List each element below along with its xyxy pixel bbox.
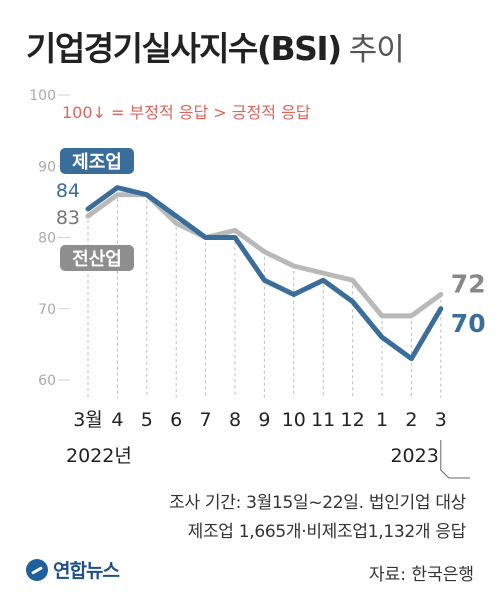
data-point — [174, 221, 179, 226]
data-point — [174, 213, 179, 219]
data-point — [291, 292, 296, 297]
logo-text: 연합뉴스 — [53, 560, 120, 582]
x-tick-label: 9 — [258, 409, 270, 431]
data-point — [115, 185, 120, 190]
all-industry-badge — [60, 245, 134, 271]
x-tick-label: 1 — [376, 409, 388, 431]
end-value-label: 70 — [451, 309, 486, 338]
data-point — [144, 192, 149, 197]
data-point — [350, 299, 355, 304]
annotation-negative-response: 100↓ = 부정적 응답 > 긍정적 응답 — [62, 103, 311, 122]
data-point — [232, 235, 238, 240]
start-value-label: 84 — [56, 180, 80, 202]
y-tick-label: 90 — [38, 159, 56, 175]
data-point — [85, 206, 91, 212]
x-tick-label: 12 — [341, 409, 365, 431]
x-tick-label: 6 — [170, 409, 182, 431]
year-label-2023: 2023 — [390, 445, 438, 467]
x-tick-label: 2 — [405, 409, 417, 431]
x-tick-label: 11 — [311, 409, 335, 431]
data-point — [232, 228, 238, 233]
x-tick-label: 8 — [229, 409, 241, 431]
data-point — [409, 356, 414, 361]
x-tick-label: 3 — [435, 409, 447, 431]
note-bracket — [440, 440, 470, 479]
all-industry-badge-label: 전산업 — [72, 249, 122, 270]
data-point — [321, 270, 326, 276]
manufacturing-badge — [60, 148, 134, 174]
series-line-all-industry — [85, 192, 444, 319]
data-point — [379, 335, 385, 340]
data-point — [85, 213, 91, 219]
chart-title: 기업경기실사지수(BSI) 추이 — [26, 22, 405, 70]
y-tick-label: 60 — [38, 373, 56, 389]
survey-note-line2: 제조업 1,665개·비제조업1,132개 응답 — [187, 522, 467, 542]
data-point — [409, 313, 414, 319]
x-tick-label: 7 — [200, 409, 212, 431]
x-tick-label: 4 — [111, 409, 123, 431]
data-point — [262, 249, 267, 254]
end-value-label: 72 — [451, 270, 486, 299]
data-point — [438, 292, 443, 297]
year-label-2022: 2022년 — [66, 445, 132, 467]
data-point — [291, 263, 296, 269]
title-main: 기업경기실사지수(BSI) — [26, 29, 342, 68]
data-point — [203, 235, 208, 240]
series-line-manufacturing — [85, 185, 444, 362]
y-tick-label: 80 — [38, 231, 56, 247]
y-tick-label: 70 — [38, 302, 56, 318]
manufacturing-badge-label: 제조업 — [72, 152, 122, 173]
x-tick-label: 10 — [282, 409, 306, 431]
data-point — [115, 192, 120, 197]
start-value-label: 83 — [56, 207, 80, 229]
y-tick-label: 100 — [29, 88, 56, 104]
title-suffix: 추이 — [348, 32, 405, 68]
data-point — [262, 278, 267, 283]
yonhap-logo: 연합뉴스 — [26, 556, 120, 583]
source-label: 자료: 한국은행 — [369, 565, 474, 585]
yonhap-logo-icon — [26, 558, 48, 581]
data-point — [379, 313, 385, 319]
data-point — [321, 278, 326, 283]
x-tick-label: 5 — [141, 409, 153, 431]
survey-note-line1: 조사 기간: 3월15일~22일. 법인기업 대상 — [169, 493, 466, 513]
data-point — [438, 306, 443, 311]
x-tick-label: 3월 — [73, 409, 103, 431]
data-point — [350, 278, 355, 283]
